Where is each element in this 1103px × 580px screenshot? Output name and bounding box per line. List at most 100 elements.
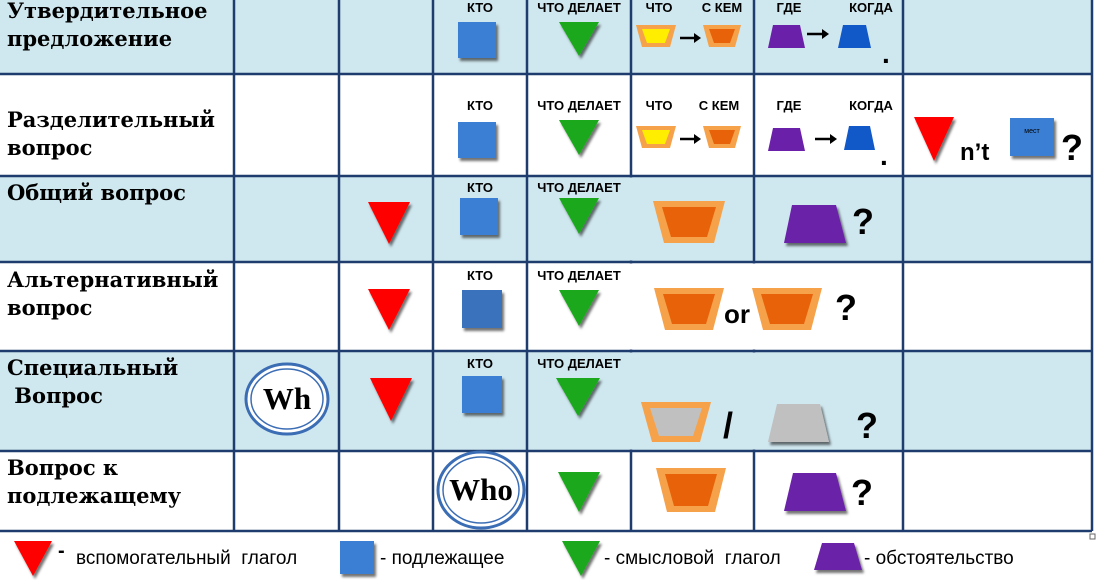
adverbial-trapezoid-icon xyxy=(784,473,846,511)
tag-negation: n’t xyxy=(960,139,989,166)
row-5-label-line-2: Вопрос xyxy=(7,383,103,408)
caption-does: ЧТО ДЕЛАЕТ xyxy=(537,180,621,195)
main-verb-triangle-icon xyxy=(558,472,600,512)
row-6-label-line-2: подлежащему xyxy=(7,483,182,508)
caption-when: КОГДА xyxy=(849,98,893,113)
who-circle-icon xyxy=(436,450,526,530)
arrow-head-icon xyxy=(830,134,837,144)
legend-adverbial-icon xyxy=(814,543,862,570)
caption-who: КТО xyxy=(467,98,493,113)
or-word: or xyxy=(724,299,750,329)
object2-trapezoid-inner-icon xyxy=(709,29,735,43)
main-verb-triangle-icon xyxy=(556,378,600,416)
question-mark: ? xyxy=(851,472,873,513)
legend-aux-verb-icon xyxy=(14,541,52,576)
legend-main-verb-icon xyxy=(562,541,600,576)
caption-where: ГДЕ xyxy=(777,98,802,113)
subject-square-icon xyxy=(460,198,498,235)
main-verb-triangle-icon xyxy=(559,290,599,326)
pronoun-square-label: мест xyxy=(1024,128,1040,135)
object-trapezoid-inner-icon xyxy=(642,29,670,43)
adverbial-trapezoid-icon xyxy=(784,205,846,243)
row-4-label-line-2: вопрос xyxy=(7,295,92,320)
caption-does: ЧТО ДЕЛАЕТ xyxy=(537,0,621,15)
row-band-5 xyxy=(0,351,1092,451)
object-trapezoid-inner-icon xyxy=(650,408,702,436)
caption-who: КТО xyxy=(467,356,493,371)
slash-mark: / xyxy=(723,405,733,446)
who-circle-inner-ring xyxy=(442,456,520,524)
question-mark: ? xyxy=(852,201,874,242)
caption-does: ЧТО ДЕЛАЕТ xyxy=(537,356,621,371)
caption-does: ЧТО ДЕЛАЕТ xyxy=(537,98,621,113)
caption-what: ЧТО xyxy=(646,98,673,113)
legend-dash: - xyxy=(58,540,65,562)
caption-who: КТО xyxy=(467,180,493,195)
time-trapezoid-icon xyxy=(838,25,871,48)
arrow-head-icon xyxy=(694,33,701,43)
main-verb-triangle-icon xyxy=(559,120,599,155)
object2-trapezoid-inner-icon xyxy=(761,294,813,324)
arrow-head-icon xyxy=(694,134,701,144)
who-word: Who xyxy=(449,472,513,507)
row-1-label-line-2: предложение xyxy=(7,26,172,51)
arrow-head-icon xyxy=(822,29,829,39)
row-2-label-line-2: вопрос xyxy=(7,135,92,160)
caption-what: ЧТО xyxy=(646,0,673,15)
merge-cover-4b xyxy=(752,263,756,350)
aux-verb-triangle-icon xyxy=(370,378,412,421)
merge-cover-4a xyxy=(629,263,633,350)
adverbial-trapezoid-icon xyxy=(768,25,805,48)
question-mark: ? xyxy=(835,287,857,328)
caption-with: С КЕМ xyxy=(699,98,739,113)
legend-aux-verb-label: вспомогательный глагол xyxy=(76,548,297,569)
adverbial-trapezoid-icon xyxy=(768,128,805,151)
caption-when: КОГДА xyxy=(849,0,893,15)
aux-verb-triangle-icon xyxy=(368,202,410,244)
object-trapezoid-inner-icon xyxy=(642,130,670,144)
question-mark: ? xyxy=(856,405,878,446)
period-mark: . xyxy=(882,38,890,69)
main-verb-triangle-icon xyxy=(559,198,599,234)
legend: - вспомогательный глагол - подлежащее - … xyxy=(14,540,1014,576)
legend-subject-label: - подлежащее xyxy=(380,548,504,569)
subject-square-icon xyxy=(458,22,496,58)
wh-word: Wh xyxy=(263,381,311,416)
subject-square-icon xyxy=(458,122,496,158)
caption-where: ГДЕ xyxy=(777,0,802,15)
aux-verb-triangle-icon xyxy=(368,289,410,330)
wh-circle-icon xyxy=(244,362,330,436)
object2-trapezoid-inner-icon xyxy=(709,130,735,144)
legend-subject-icon xyxy=(340,541,374,574)
merge-cover-5a xyxy=(629,352,633,450)
subject-square-icon xyxy=(462,376,502,413)
object-trapezoid-inner-icon xyxy=(662,207,716,237)
period-mark: . xyxy=(880,140,888,171)
adverbial-trapezoid-grey-icon xyxy=(768,404,829,442)
object-trapezoid-inner-icon xyxy=(665,474,717,506)
row-band-3 xyxy=(0,176,1092,262)
row-3-label-line-1: Общий вопрос xyxy=(7,180,186,205)
wh-circle-inner-ring xyxy=(250,368,324,430)
caption-who: КТО xyxy=(467,268,493,283)
caption-who: КТО xyxy=(467,0,493,15)
object-trapezoid-inner-icon xyxy=(663,294,715,324)
row-1-label-line-1: Утвердительное xyxy=(7,0,207,23)
legend-main-verb-label: - смысловой глагол xyxy=(604,548,781,569)
merge-cover-3 xyxy=(629,177,633,261)
time-trapezoid-icon xyxy=(844,126,875,150)
row-band-1 xyxy=(0,0,1092,74)
caption-does: ЧТО ДЕЛАЕТ xyxy=(537,268,621,283)
subject-square-icon xyxy=(462,290,502,328)
main-verb-triangle-icon xyxy=(559,22,599,56)
row-5-label-line-1: Специальный xyxy=(7,355,178,380)
question-mark: ? xyxy=(1061,127,1083,168)
resize-handle[interactable] xyxy=(1089,533,1096,540)
row-2-label-line-1: Разделительный xyxy=(7,107,215,132)
aux-verb-triangle-icon xyxy=(914,117,954,161)
row-6-label-line-1: Вопрос к xyxy=(7,455,118,480)
row-4-label-line-1: Альтернативный xyxy=(7,267,218,292)
caption-with: С КЕМ xyxy=(702,0,742,15)
merge-cover-5 xyxy=(752,352,756,450)
